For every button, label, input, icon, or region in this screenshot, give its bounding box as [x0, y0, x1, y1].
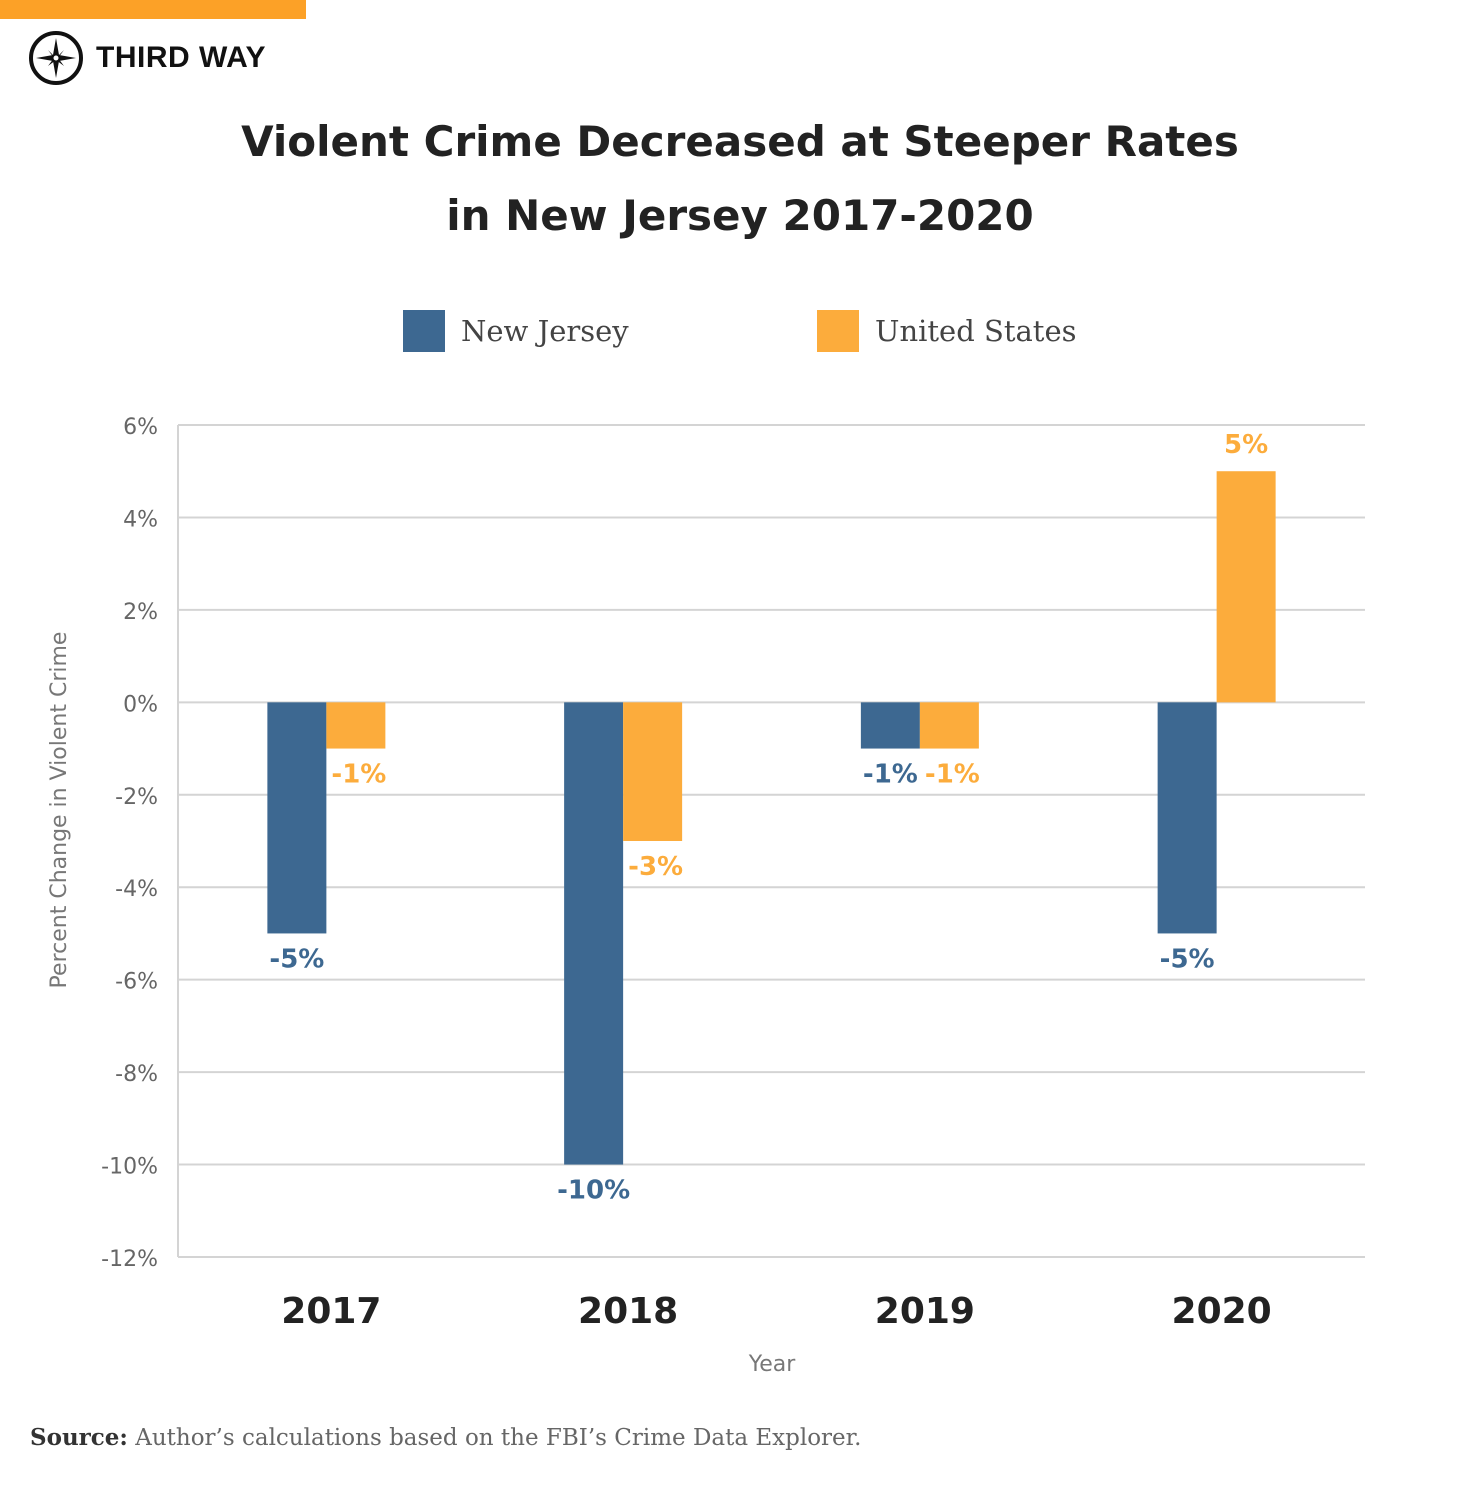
legend: New Jersey United States	[0, 310, 1480, 354]
third-way-logo: THIRD WAY	[28, 30, 266, 86]
y-tick-label: -4%	[115, 877, 158, 902]
y-tick-label: 2%	[123, 600, 158, 625]
y-tick-label: -6%	[115, 970, 158, 995]
y-tick-label: -2%	[115, 785, 158, 810]
legend-label: United States	[875, 314, 1077, 348]
y-tick-label: -10%	[101, 1155, 158, 1180]
y-tick-label: 6%	[123, 415, 158, 440]
legend-item-new-jersey: New Jersey	[403, 310, 629, 352]
y-tick-label: 4%	[123, 507, 158, 532]
legend-label: New Jersey	[461, 314, 629, 348]
source-label: Source:	[30, 1424, 128, 1451]
bar-united-states	[326, 702, 386, 749]
bar-new-jersey	[860, 702, 920, 749]
bar-united-states	[1216, 471, 1276, 703]
data-label: -1%	[925, 760, 980, 790]
bar-new-jersey	[1157, 702, 1217, 934]
y-tick-label: -12%	[101, 1247, 158, 1272]
data-label: 5%	[1224, 430, 1268, 460]
source-note: Source: Author’s calculations based on t…	[30, 1424, 861, 1451]
x-tick-label: 2020	[1172, 1291, 1272, 1332]
data-label: -5%	[269, 944, 324, 974]
bar-united-states	[919, 702, 979, 749]
x-axis-label: Year	[748, 1352, 797, 1377]
y-tick-label: 0%	[123, 692, 158, 717]
data-label: -5%	[1160, 944, 1215, 974]
chart-title: Violent Crime Decreased at Steeper Rates…	[0, 105, 1480, 253]
compass-icon	[29, 31, 83, 85]
bar-new-jersey	[564, 702, 624, 1165]
y-axis-label: Percent Change in Violent Crime	[47, 632, 72, 989]
data-label: -1%	[863, 760, 918, 790]
data-label: -3%	[628, 852, 683, 882]
legend-item-united-states: United States	[817, 310, 1077, 352]
brand-accent-bar	[0, 0, 306, 19]
x-tick-label: 2017	[281, 1291, 381, 1332]
brand-name: THIRD WAY	[96, 41, 267, 74]
data-label: -10%	[557, 1176, 630, 1206]
chart-title-line: in New Jersey 2017-2020	[446, 191, 1034, 240]
x-tick-label: 2018	[578, 1291, 678, 1332]
legend-swatch	[817, 310, 859, 352]
legend-swatch	[403, 310, 445, 352]
data-label: -1%	[331, 760, 386, 790]
x-tick-label: 2019	[875, 1291, 975, 1332]
y-tick-label: -8%	[115, 1062, 158, 1087]
bar-new-jersey	[267, 702, 327, 934]
source-text: Author’s calculations based on the FBI’s…	[127, 1425, 862, 1451]
chart-title-line: Violent Crime Decreased at Steeper Rates	[241, 117, 1239, 166]
bar-united-states	[623, 702, 683, 841]
